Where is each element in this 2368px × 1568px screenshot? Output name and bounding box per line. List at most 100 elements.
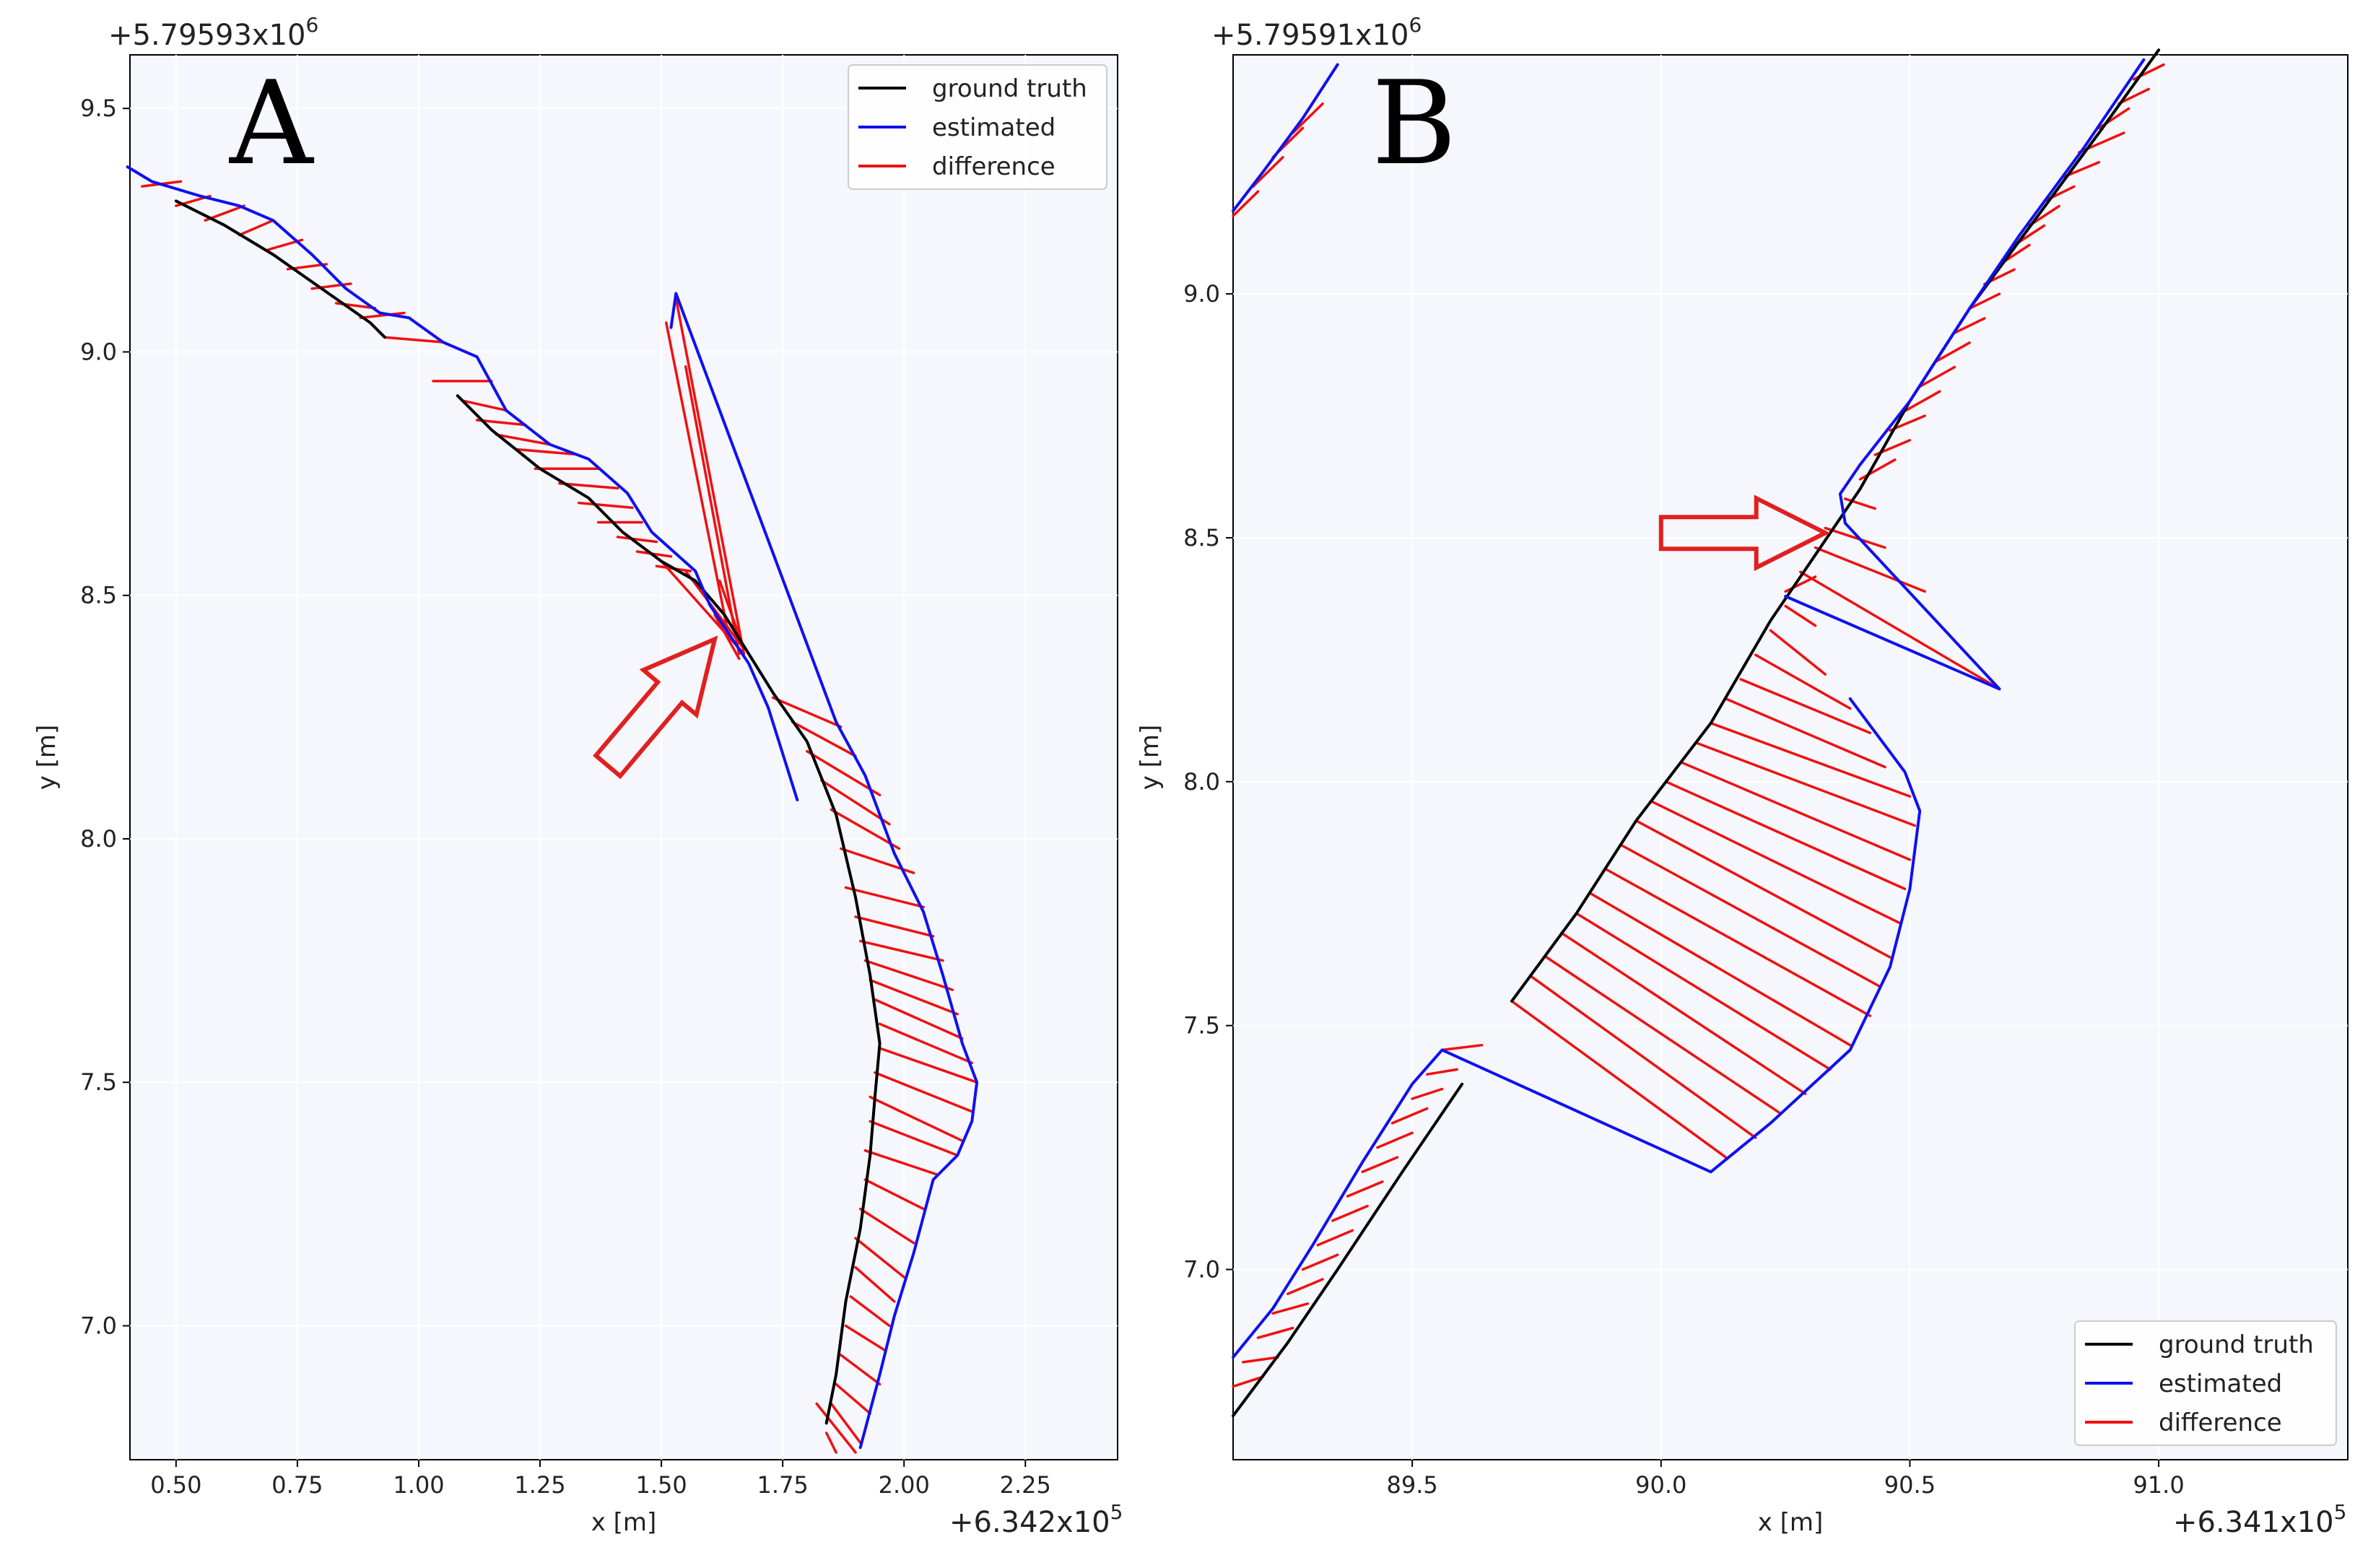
panel-b-arrow xyxy=(1658,495,1830,572)
panel-a-difference-segment xyxy=(674,297,746,655)
panel-a-arrow xyxy=(593,635,718,780)
panel-a-difference-segment xyxy=(665,321,731,641)
panel-b-x-offset: +6.341x105 xyxy=(2173,1500,2346,1539)
panel-b-y-ticks: 7.0 7.5 8.0 8.5 9.0 xyxy=(1183,280,1233,1283)
panel-a-difference-segment xyxy=(475,419,527,427)
legend-label-estimated: estimated xyxy=(932,113,1055,142)
panel-b-difference-segment xyxy=(1530,975,1757,1139)
legend-label-estimated: estimated xyxy=(2159,1369,2282,1398)
panel-a-difference-segment xyxy=(461,399,508,412)
panel-b-difference-segment xyxy=(1918,365,1956,388)
panel-a-x-ticks: 0.50 0.75 1.00 1.25 1.50 1.75 2.00 2.25 xyxy=(150,1460,1051,1499)
panel-a-ground-truth xyxy=(174,199,882,1425)
panel-a-difference-segment xyxy=(660,559,746,655)
panel-b-difference-segment xyxy=(1291,102,1324,134)
panel-b-plot-area xyxy=(1232,54,2349,1460)
panel-a-difference-segment xyxy=(514,448,575,456)
panel-a-difference-segment xyxy=(684,365,741,655)
panel-b-difference-segment xyxy=(1968,292,2001,310)
panel-b-difference-segment xyxy=(1709,721,1912,798)
panel-b-difference-segment xyxy=(1560,931,1807,1095)
panel-b-xlabel: x [m] xyxy=(1758,1508,1824,1537)
panel-a-x-tick-label: 2.00 xyxy=(879,1471,930,1499)
panel-a: 0.50 0.75 1.00 1.25 1.50 1.75 2.00 2.25 7.0 7.5 8… xyxy=(32,13,1123,1539)
panel-b-difference-segment xyxy=(1769,629,1827,676)
panel-a-x-offset: +6.342x105 xyxy=(949,1500,1123,1539)
panel-b-difference-lines xyxy=(1232,63,2165,1388)
legend-label-difference: difference xyxy=(932,152,1055,181)
panel-a-difference-segment xyxy=(578,501,634,510)
legend-label-ground-truth: ground truth xyxy=(932,74,1087,103)
panel-b-difference-segment xyxy=(1331,1204,1369,1222)
panel-b-difference-segment xyxy=(1590,892,1852,1047)
panel-a-difference-segment xyxy=(830,1402,862,1445)
legend-frame xyxy=(848,64,1107,190)
panel-b-x-tick-label: 90.0 xyxy=(1635,1471,1686,1499)
panel-b-difference-segment xyxy=(1724,697,1886,769)
panel-a-difference-segment xyxy=(874,1071,974,1113)
panel-b-difference-segment xyxy=(1953,317,1986,334)
panel-b-letter: B xyxy=(1372,56,1457,191)
panel-a-y-tick-label: 7.0 xyxy=(80,1312,117,1340)
panel-a-difference-segment xyxy=(869,1120,959,1157)
legend-label-difference: difference xyxy=(2159,1408,2282,1437)
panel-a-letter: A xyxy=(229,56,315,191)
panel-a-xlabel: x [m] xyxy=(591,1508,657,1537)
panel-b-difference-segment xyxy=(2117,87,2151,105)
panel-a-difference-segment xyxy=(771,696,843,728)
panel-a-x-tick-label: 0.75 xyxy=(271,1471,323,1499)
panel-a-difference-segment xyxy=(238,219,275,237)
panel-b-difference-segment xyxy=(1411,1087,1444,1100)
panel-b-x-tick-label: 91.0 xyxy=(2133,1471,2184,1499)
panel-b-x-tick-label: 90.5 xyxy=(1884,1471,1936,1499)
panel-b-grid xyxy=(1233,55,2348,1460)
legend-frame xyxy=(2074,1320,2337,1446)
panel-b-difference-segment xyxy=(1650,800,1902,925)
panel-a-y-offset: +5.79593x106 xyxy=(108,13,318,52)
panel-a-difference-segment xyxy=(854,915,935,938)
panel-b-difference-segment xyxy=(1754,653,1852,710)
panel-a-estimated xyxy=(126,165,979,1450)
panel-b-difference-segment xyxy=(1232,190,1260,217)
panel-a-y-tick-label: 8.5 xyxy=(80,582,117,609)
panel-b-difference-segment xyxy=(1903,390,1941,413)
panel-b-difference-segment xyxy=(1634,819,1892,959)
panel-b-difference-segment xyxy=(1301,1253,1339,1271)
panel-a-difference-segment xyxy=(849,1295,891,1328)
panel-a-y-ticks: 7.0 7.5 8.0 8.5 9.0 9.5 xyxy=(80,95,130,1340)
panel-b-estimated-segment xyxy=(1232,697,1922,1359)
panel-b-y-tick-label: 7.5 xyxy=(1183,1012,1220,1040)
panel-a-difference-segment xyxy=(854,1266,896,1303)
panel-a-ground-truth-segment xyxy=(174,199,386,339)
panel-b-estimated xyxy=(1232,58,2146,1359)
panel-a-difference-segment xyxy=(820,779,891,826)
panel-b-y-tick-label: 7.0 xyxy=(1183,1255,1220,1283)
panel-a-x-tick-label: 1.75 xyxy=(757,1471,809,1499)
panel-b-estimated-segment xyxy=(1232,63,1339,213)
panel-b-ground-truth-segment xyxy=(1510,48,2161,1003)
panel-b-ground-truth xyxy=(1232,48,2161,1418)
panel-b-y-offset: +5.79591x106 xyxy=(1211,13,1422,52)
panel-a-y-tick-label: 7.5 xyxy=(80,1068,117,1096)
panel-a-y-tick-label: 9.5 xyxy=(80,95,117,122)
panel-b-difference-segment xyxy=(1256,1326,1294,1339)
panel-b-y-tick-label: 8.5 xyxy=(1183,524,1220,552)
panel-b-difference-segment xyxy=(1242,1356,1279,1364)
panel-b-difference-segment xyxy=(1784,604,1817,627)
panel-a-y-tick-label: 8.0 xyxy=(80,825,117,853)
panel-b-difference-segment xyxy=(1739,678,1872,734)
panel-a-difference-segment xyxy=(835,1382,871,1415)
panel-b-x-tick-label: 89.5 xyxy=(1387,1471,1438,1499)
panel-a-difference-segment xyxy=(616,536,658,544)
panel-a-estimated-segment xyxy=(126,165,799,801)
panel-a-estimated-segment xyxy=(669,292,979,1450)
panel-a-difference-segment xyxy=(863,959,954,991)
panel-b: 89.5 90.0 90.5 91.0 7.0 7.5 8.0 8.5 9.0 B x [m]… xyxy=(1136,13,2349,1539)
panel-a-difference-segment xyxy=(858,1207,915,1245)
panel-b-difference-segment xyxy=(1390,1107,1429,1125)
panel-a-difference-segment xyxy=(878,1047,978,1084)
panel-b-difference-segment xyxy=(1933,341,1971,364)
panel-b-difference-segment xyxy=(1346,1180,1384,1198)
panel-b-arrow-annotation xyxy=(1658,495,1830,572)
panel-a-difference-segment xyxy=(869,1095,964,1142)
